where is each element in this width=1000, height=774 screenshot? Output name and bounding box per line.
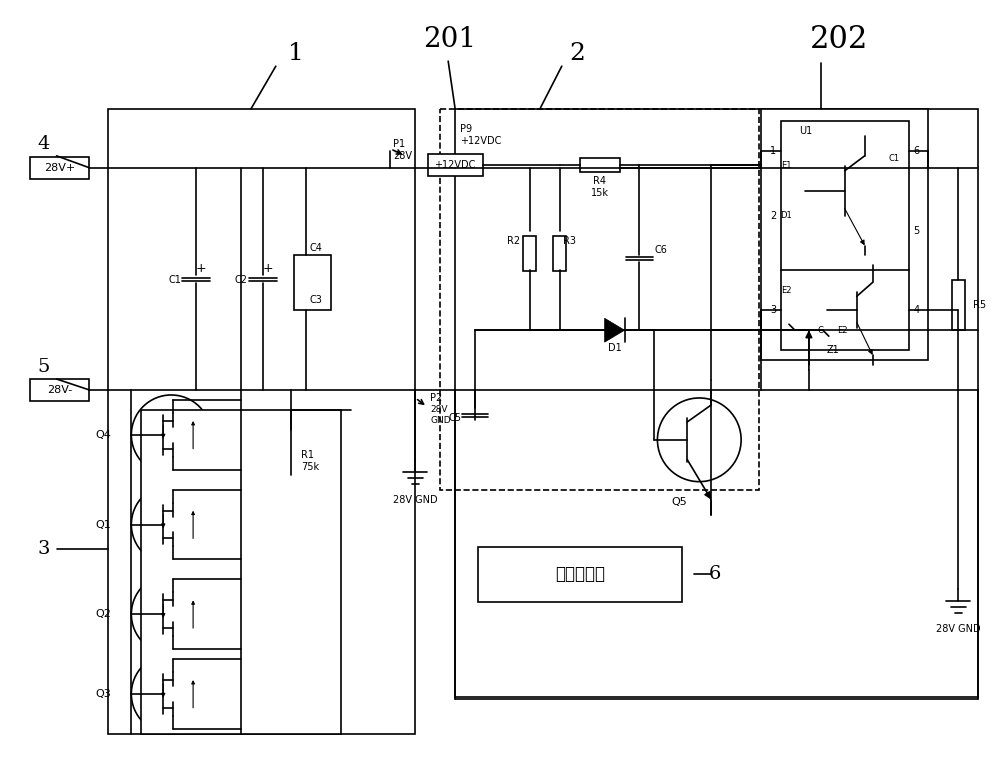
Bar	[440, 109, 759, 490]
Text: 2: 2	[570, 42, 586, 65]
Text: 4: 4	[914, 305, 920, 315]
Text: 6: 6	[709, 565, 722, 584]
Bar	[553, 236, 566, 271]
Text: 28V: 28V	[430, 406, 448, 414]
Text: 1: 1	[288, 42, 304, 65]
Text: P1: P1	[393, 139, 406, 149]
Text: 5: 5	[914, 225, 920, 235]
Text: R2: R2	[507, 235, 520, 245]
Text: C5: C5	[448, 413, 461, 423]
Bar	[478, 547, 682, 602]
Text: +: +	[196, 262, 206, 275]
Text: 28V GND: 28V GND	[936, 624, 981, 634]
Text: D1: D1	[780, 211, 792, 220]
Text: GND: GND	[430, 416, 451, 426]
Text: Q3: Q3	[96, 689, 111, 699]
Text: C2: C2	[235, 276, 248, 286]
Text: 15k: 15k	[591, 188, 609, 197]
Text: 电源变换器: 电源变换器	[555, 565, 605, 584]
Text: Z1: Z1	[827, 345, 840, 355]
Text: R5: R5	[973, 300, 986, 310]
Text: 5: 5	[37, 358, 50, 376]
Text: 202: 202	[810, 24, 868, 55]
Text: +: +	[263, 262, 273, 275]
Text: 3: 3	[37, 540, 50, 558]
Text: 201: 201	[424, 26, 477, 53]
Bar	[30, 379, 89, 401]
Text: R4: R4	[593, 176, 606, 186]
Bar	[523, 236, 536, 271]
Text: E1: E1	[781, 161, 791, 170]
Bar	[30, 157, 89, 179]
Text: 28V GND: 28V GND	[393, 495, 438, 505]
Text: R1: R1	[301, 450, 314, 460]
Bar	[952, 280, 965, 330]
Bar	[455, 109, 978, 697]
Text: E2: E2	[838, 326, 848, 334]
Text: C6: C6	[654, 245, 667, 255]
Bar	[294, 255, 331, 310]
Text: 4: 4	[37, 135, 50, 153]
Text: 2: 2	[770, 211, 776, 221]
Text: D1: D1	[608, 343, 621, 353]
Bar	[108, 109, 415, 734]
Bar	[141, 410, 341, 734]
Bar	[428, 154, 483, 176]
Text: C4: C4	[309, 244, 322, 254]
Text: Q5: Q5	[671, 497, 687, 507]
Text: C1: C1	[888, 154, 899, 163]
Text: E2: E2	[781, 286, 791, 295]
Text: C1: C1	[168, 276, 181, 286]
Bar	[580, 158, 620, 172]
Text: +12VDC: +12VDC	[460, 136, 502, 146]
Text: 28V: 28V	[393, 151, 412, 161]
Text: C3: C3	[309, 296, 322, 305]
Text: 75k: 75k	[301, 462, 319, 471]
Text: R3: R3	[563, 235, 576, 245]
Text: P2: P2	[430, 393, 443, 403]
Text: 28V-: 28V-	[47, 385, 72, 395]
Text: 28V+: 28V+	[44, 163, 75, 173]
Bar	[761, 109, 928, 360]
Bar	[781, 121, 909, 350]
Text: Q1: Q1	[96, 519, 111, 529]
Text: C: C	[818, 326, 824, 334]
Text: 3: 3	[770, 305, 776, 315]
Text: Q4: Q4	[96, 430, 111, 440]
Text: U1: U1	[799, 126, 812, 136]
Polygon shape	[605, 318, 625, 342]
Text: Q2: Q2	[96, 609, 111, 619]
Text: +12VDC: +12VDC	[434, 159, 476, 170]
Bar	[284, 430, 297, 470]
Text: P9: P9	[460, 124, 472, 134]
Text: 1: 1	[770, 146, 776, 156]
Text: 6: 6	[914, 146, 920, 156]
